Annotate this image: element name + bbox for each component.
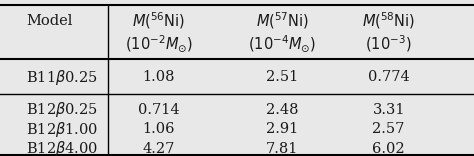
Text: B12$\beta$1.00: B12$\beta$1.00 (26, 120, 99, 139)
Text: 7.81: 7.81 (266, 142, 298, 156)
Text: 2.91: 2.91 (266, 122, 298, 136)
Text: Model: Model (26, 14, 73, 28)
Text: 2.48: 2.48 (266, 103, 298, 117)
Text: 1.06: 1.06 (143, 122, 175, 136)
Text: 2.57: 2.57 (373, 122, 405, 136)
Text: $(10^{-3})$: $(10^{-3})$ (365, 33, 412, 54)
Text: 3.31: 3.31 (373, 103, 405, 117)
Text: B11$\beta$0.25: B11$\beta$0.25 (26, 68, 98, 87)
Text: $M(^{58}\mathrm{Ni})$: $M(^{58}\mathrm{Ni})$ (362, 11, 415, 31)
Text: 2.51: 2.51 (266, 70, 298, 84)
Text: 1.08: 1.08 (143, 70, 175, 84)
Text: $M(^{57}\mathrm{Ni})$: $M(^{57}\mathrm{Ni})$ (256, 11, 308, 31)
Text: $(10^{-4}M_{\odot})$: $(10^{-4}M_{\odot})$ (248, 33, 316, 54)
Text: 6.02: 6.02 (373, 142, 405, 156)
Text: 0.714: 0.714 (138, 103, 180, 117)
Text: B12$\beta$4.00: B12$\beta$4.00 (26, 139, 99, 156)
Text: $(10^{-2}M_{\odot})$: $(10^{-2}M_{\odot})$ (125, 33, 193, 54)
Text: B12$\beta$0.25: B12$\beta$0.25 (26, 100, 98, 119)
Text: $M(^{56}\mathrm{Ni})$: $M(^{56}\mathrm{Ni})$ (132, 11, 185, 31)
Text: 4.27: 4.27 (143, 142, 175, 156)
Text: 0.774: 0.774 (368, 70, 410, 84)
